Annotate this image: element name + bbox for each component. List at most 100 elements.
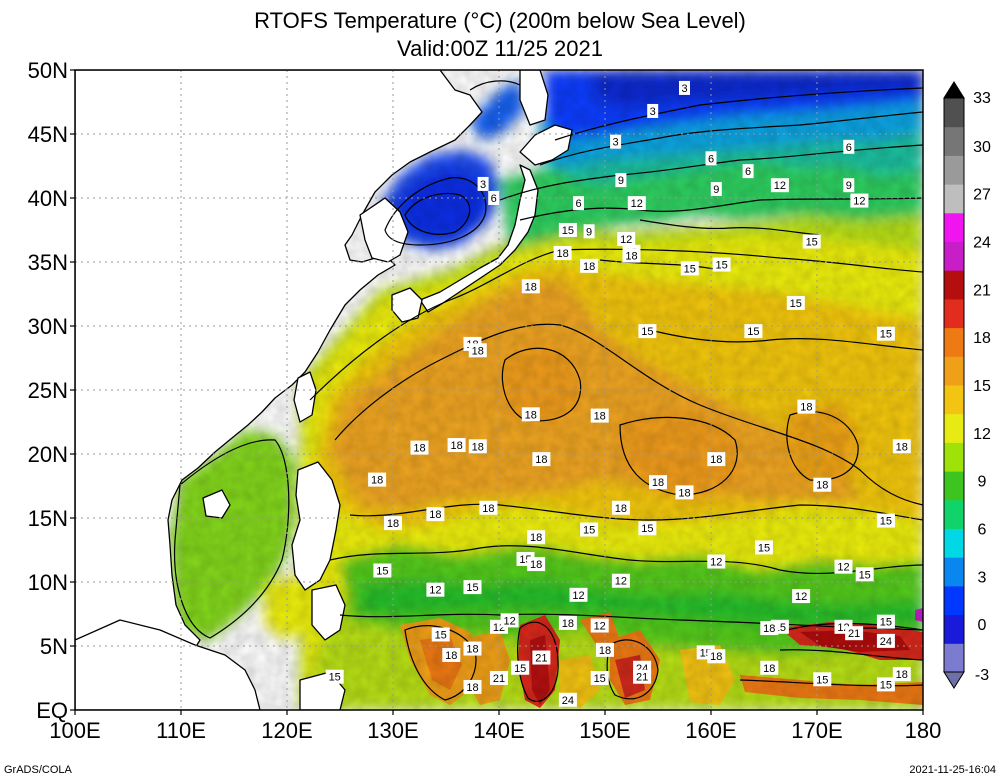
x-tick-label: 150E (579, 718, 630, 743)
colorbar-segment (944, 270, 964, 300)
contour-label-box (580, 258, 599, 273)
contour-label-box (558, 692, 577, 707)
contour-label: 12 (615, 576, 627, 588)
x-axis-labels: 100E 110E 120E 130E 140E 150E 160E 170E 180 (49, 710, 941, 743)
contour-label: 12 (710, 557, 722, 569)
contour-label: 12 (572, 590, 584, 602)
contour-label-box (590, 618, 609, 633)
contour-label-box (488, 191, 500, 205)
contour-label: 15 (880, 516, 892, 528)
contour-label-box (521, 407, 540, 422)
contour-label: 6 (846, 142, 852, 154)
colorbar-label: -3 (975, 667, 989, 684)
contour-label: 15 (747, 326, 759, 338)
contour-label-box (633, 669, 652, 684)
y-tick-label: 35N (28, 250, 68, 275)
colorbar-label: 24 (973, 235, 991, 252)
contour-label: 6 (708, 153, 714, 165)
contour-label: 15 (594, 673, 606, 685)
contour-label-box (679, 80, 690, 95)
graticule (75, 70, 923, 710)
contour-label-box (707, 452, 726, 467)
colorbar-segment (944, 413, 964, 443)
contour-label: 12 (503, 615, 515, 627)
colorbar-label: 18 (973, 330, 991, 347)
contour-label-box (617, 231, 636, 246)
contour-label: 18 (763, 623, 775, 635)
x-tick-label: 140E (473, 718, 524, 743)
colorbar-label: 30 (973, 139, 991, 156)
contour-label: 18 (450, 440, 462, 452)
contour-label-box (463, 679, 482, 694)
y-tick-label: EQ (36, 698, 68, 723)
contour-label-box (845, 626, 864, 641)
contour-label-box (611, 573, 630, 588)
colorbar-label: 0 (978, 617, 987, 634)
contour-label-box (569, 587, 588, 602)
contour-label-box (384, 516, 402, 531)
contour-label-box (876, 513, 895, 528)
contour-label: 9 (713, 184, 719, 196)
contour-label-box (876, 677, 895, 692)
contour-label-box (813, 672, 832, 687)
contour-label-box (876, 614, 895, 629)
contour-label-box (705, 151, 717, 166)
contour-label: 15 (816, 674, 828, 686)
contour-label: 18 (594, 411, 606, 423)
colorbar-segment (944, 241, 964, 271)
colorbar-segment (944, 499, 964, 529)
colorbar-segment (944, 327, 964, 357)
x-tick-label: 160E (685, 718, 736, 743)
contour-label-box (627, 196, 646, 211)
x-tick-label: 130E (367, 718, 418, 743)
contour-label: 18 (482, 503, 494, 515)
y-tick-label: 15N (28, 506, 68, 531)
contour-label: 21 (493, 673, 505, 685)
x-tick-label: 100E (49, 718, 100, 743)
land-masks (75, 70, 573, 710)
contour-label: 18 (896, 441, 908, 453)
contour-label-box (610, 134, 622, 149)
colorbar-label: 12 (973, 426, 991, 443)
contour-label-box (532, 452, 551, 467)
contour-label: 15 (641, 326, 653, 338)
footer-timestamp: 2021-11-25-16:04 (909, 764, 996, 776)
y-tick-label: 10N (28, 570, 68, 595)
colorbar-segment (944, 298, 964, 329)
contour-label: 18 (710, 454, 722, 466)
contour-label-box (477, 176, 489, 191)
contour-label: 18 (556, 248, 568, 260)
contour-label: 18 (763, 663, 775, 675)
contour-label-box (426, 582, 445, 597)
colorbar-segment (944, 471, 964, 501)
colorbar-segment (944, 557, 964, 587)
contour-label: 15 (583, 525, 595, 537)
contour-label: 18 (466, 644, 478, 656)
contour-label-box (611, 500, 630, 515)
colorbar-label: 15 (973, 378, 991, 395)
colorbar: -3 0 3 6 9 12 15 18 21 24 27 30 33 (943, 81, 991, 689)
contour-label-box (463, 641, 482, 656)
colorbar-segment (944, 585, 964, 616)
contour-label-box (431, 627, 450, 642)
y-tick-label: 45N (28, 122, 68, 147)
contour-label: 12 (774, 180, 786, 192)
contour-label: 18 (445, 650, 457, 662)
contour-label-box (553, 246, 572, 261)
x-tick-label: 110E (156, 718, 206, 743)
contour-label-box (843, 139, 855, 154)
colorbar-label: 21 (973, 282, 991, 299)
contour-label: 18 (525, 281, 537, 293)
colorbar-segment (944, 356, 964, 386)
contour-label-box (638, 521, 657, 536)
contour-label-box (521, 279, 540, 294)
contour-label-box (442, 647, 461, 662)
contour-label-box (843, 178, 855, 193)
y-tick-label: 30N (28, 314, 68, 339)
contour-label-box (410, 440, 429, 455)
contour-label-box (876, 326, 895, 341)
contour-label-box (712, 257, 731, 272)
contour-label: 15 (376, 565, 388, 577)
contour-label-box (580, 522, 599, 537)
contour-label-box (675, 485, 694, 500)
